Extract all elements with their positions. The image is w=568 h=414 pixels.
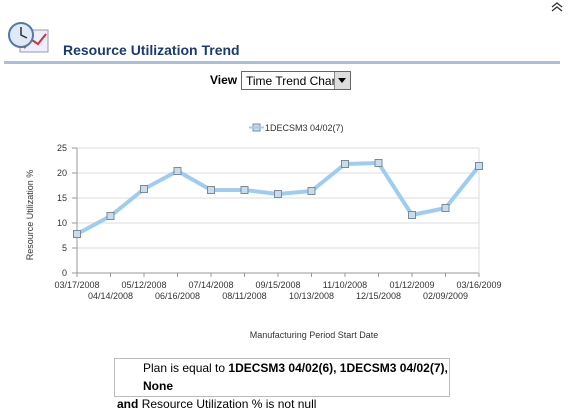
- x-tick-label: 05/12/2008: [121, 280, 166, 290]
- data-point: [475, 162, 483, 170]
- data-point: [207, 186, 215, 194]
- y-tick-label: 20: [57, 168, 67, 178]
- filter-and: and: [117, 397, 139, 411]
- collapse-icon[interactable]: [550, 2, 564, 12]
- data-point: [240, 186, 249, 194]
- y-tick-label: 10: [57, 218, 67, 228]
- x-tick-label: 06/16/2008: [155, 291, 200, 301]
- y-tick-label: 25: [57, 143, 67, 153]
- view-selected: Time Trend Chart: [246, 74, 339, 88]
- legend-label: 1DECSM3 04/02(7): [265, 123, 344, 133]
- x-tick-label: 09/15/2008: [255, 280, 300, 290]
- x-axis-label: Manufacturing Period Start Date: [250, 330, 379, 340]
- data-point: [307, 187, 316, 195]
- view-select[interactable]: Time Trend Chart: [241, 71, 351, 90]
- data-point: [73, 230, 81, 238]
- data-point: [140, 185, 148, 193]
- data-point: [173, 167, 182, 175]
- header-rule: [4, 61, 560, 64]
- data-point: [341, 160, 349, 168]
- y-tick-label: 5: [62, 243, 67, 253]
- data-point: [274, 190, 282, 198]
- x-tick-label: 12/15/2008: [356, 291, 401, 301]
- x-tick-label: 04/14/2008: [88, 291, 133, 301]
- y-axis-label: Resource Utilization %: [25, 170, 35, 261]
- x-tick-label: 02/09/2009: [423, 291, 468, 301]
- y-tick-label: 15: [57, 193, 67, 203]
- header-icon: [8, 22, 49, 53]
- page-title: Resource Utilization Trend: [63, 42, 240, 58]
- x-tick-label: 10/13/2008: [289, 291, 334, 301]
- filter-values: 1DECSM3 04/02(6), 1DECSM3 04/02(7), None: [143, 361, 448, 393]
- data-point: [374, 159, 383, 167]
- chart: Resource Utilization % Manufacturing Per…: [25, 123, 502, 340]
- y-tick-label: 0: [62, 268, 67, 278]
- x-tick-label: 07/14/2008: [188, 280, 233, 290]
- filter-text: Resource Utilization % is not null: [141, 397, 317, 411]
- x-tick-label: 03/17/2008: [54, 280, 99, 290]
- filter-box: Plan is equal to 1DECSM3 04/02(6), 1DECS…: [114, 358, 450, 411]
- data-point: [408, 211, 416, 219]
- x-tick-label: 03/16/2009: [456, 280, 501, 290]
- data-point: [441, 204, 450, 212]
- select-arrow: [334, 72, 350, 89]
- filter-text: Plan is equal to: [143, 361, 226, 375]
- view-label: View: [210, 73, 238, 87]
- data-point: [106, 212, 115, 220]
- x-tick-label: 08/11/2008: [222, 291, 266, 301]
- x-tick-label: 01/12/2009: [389, 280, 434, 290]
- x-tick-label: 11/10/2008: [323, 280, 367, 290]
